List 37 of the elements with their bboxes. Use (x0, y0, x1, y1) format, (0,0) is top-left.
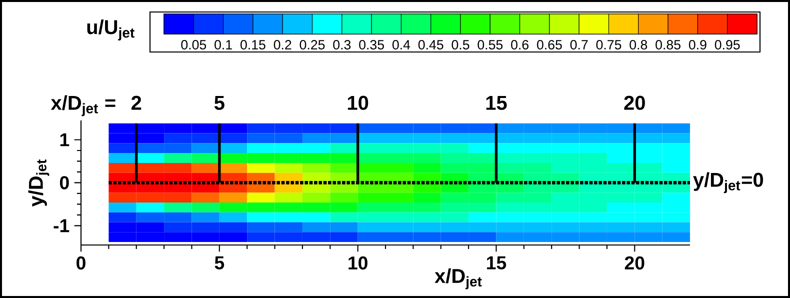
x-tick-label: 10 (348, 256, 368, 270)
x-axis-title: x/D$_{jet}$ (434, 268, 482, 290)
y-tick-label: -1 (54, 219, 70, 232)
color-bar-label: 0.2 (274, 40, 292, 50)
color-bar-label: 0.75 (596, 40, 622, 50)
color-bar-label: 0.85 (656, 40, 680, 50)
color-bar-label: 0.4 (392, 40, 410, 50)
color-bar-label: 0.3 (333, 40, 351, 50)
color-bar-title: u/U$_{jet}$ (87, 20, 134, 40)
x-tick-label: 5 (214, 256, 224, 270)
y-tick-label: 1 (60, 133, 70, 146)
text: x/D$_{jet}$ = (50, 95, 116, 116)
ref-line-label: 5 (214, 96, 224, 110)
color-bar-label: 0.1 (214, 40, 232, 50)
color-bar-label: 0.45 (418, 40, 444, 50)
ref-line-label: 10 (348, 96, 368, 110)
x-tick-label: 0 (76, 256, 86, 270)
color-bar-label: 0.55 (478, 40, 503, 50)
x-tick-label: 20 (624, 256, 644, 270)
color-bar-label: 0.95 (714, 40, 740, 50)
color-bar-label: 0.35 (359, 40, 384, 50)
color-bar-label: 0.25 (300, 40, 325, 50)
y-axis-title: y/D$_{jet}$ (28, 159, 50, 207)
color-bar-label: 0.15 (240, 40, 266, 50)
ref-line-label: 20 (624, 96, 645, 110)
color-bar-label: 0.9 (688, 40, 706, 50)
color-bar-label: 0.5 (452, 40, 470, 50)
color-bar-label: 0.7 (570, 40, 588, 50)
ref-line-label: y/D$_{jet}$=0 (693, 172, 764, 194)
ref-line-label: 2 (131, 96, 142, 110)
ref-line-label: 15 (486, 96, 507, 110)
color-bar-label: 0.05 (181, 40, 206, 50)
y-tick-label: 0 (60, 176, 69, 190)
color-bar-label: 0.6 (511, 40, 528, 50)
color-bar-label: 0.65 (537, 40, 562, 50)
x-tick-label: 15 (487, 256, 506, 270)
color-bar-label: 0.8 (630, 40, 648, 50)
